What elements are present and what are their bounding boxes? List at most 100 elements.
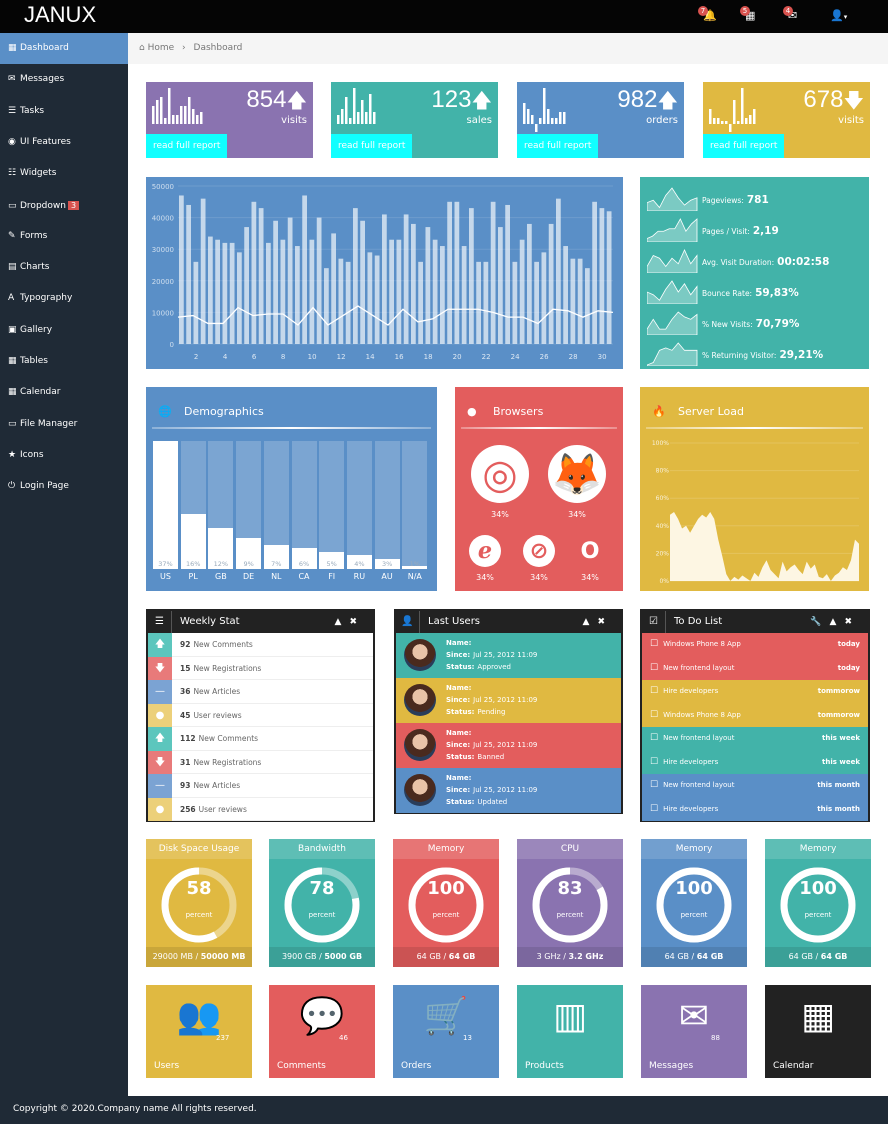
mini-bar <box>373 112 376 124</box>
todo-checkbox[interactable]: ☐ <box>650 780 659 790</box>
user-status: Status: Pending <box>446 706 537 718</box>
close-icon[interactable]: ✖ <box>349 617 365 627</box>
metrics-panel: Pageviews: 781 Pages / Visit: 2,19 Avg. Visi… <box>640 177 869 369</box>
tile-messages[interactable]: ✉ 88 Messages <box>641 985 747 1078</box>
user-row[interactable]: Name: Since: Jul 25, 2012 11:09 Status: Appr… <box>396 633 621 678</box>
mini-bar <box>168 88 171 124</box>
notification-badge: 7 <box>698 6 708 16</box>
todo-checkbox[interactable]: ☐ <box>650 686 659 696</box>
tile-label: Users <box>154 1061 180 1071</box>
todo-checkbox[interactable]: ☐ <box>650 756 659 767</box>
read-full-report-link[interactable]: read full report <box>703 134 785 158</box>
metric-value: 59,83% <box>755 287 799 299</box>
user-menu[interactable]: 👤▾ <box>830 9 848 22</box>
x-tick-label: 20 <box>453 353 462 361</box>
user-row[interactable]: Name: Since: Jul 25, 2012 11:09 Status: Pend… <box>396 678 621 723</box>
mini-bar <box>188 97 191 124</box>
gauge-total: 64 GB <box>696 952 724 961</box>
sidebar-item-dashboard[interactable]: ▦ Dashboard <box>0 33 128 64</box>
breadcrumb-home[interactable]: Home <box>147 43 175 53</box>
tasks-icon[interactable]: ▦ 5 <box>740 6 755 22</box>
tile-orders[interactable]: 🛒 13 Orders <box>393 985 499 1078</box>
stat-icon: — <box>148 680 172 704</box>
metric-label: Bounce Rate: <box>702 289 753 298</box>
stat-text: 92 New Comments <box>180 633 253 657</box>
todo-checkbox[interactable]: ☐ <box>650 733 659 743</box>
close-icon[interactable]: ✖ <box>844 617 860 627</box>
sidebar-item-typography[interactable]: A Typography <box>0 283 128 314</box>
tile-count: 13 <box>463 1034 472 1042</box>
user-row[interactable]: Name: Since: Jul 25, 2012 11:09 Status: Upda… <box>396 768 621 813</box>
copyright: Copyright © 2020.Company name All rights… <box>13 1104 257 1114</box>
bar <box>193 261 199 344</box>
tasks-badge: 5 <box>740 6 750 16</box>
sidebar-item-label: Icons <box>20 449 44 460</box>
stat-name: New Comments <box>198 734 259 743</box>
last-users-widget: 👤 Last Users ▲✖ Name: Since: Jul 25, 2012 11… <box>394 609 623 814</box>
todo-checkbox[interactable]: ☐ <box>650 709 659 720</box>
collapse-icon[interactable]: ▲ <box>829 617 845 627</box>
demographic-fill <box>374 558 400 569</box>
read-full-report-link[interactable]: read full report <box>331 134 413 158</box>
wrench-icon[interactable]: 🔧 <box>810 617 830 627</box>
sidebar-item-tables[interactable]: ▦ Tables <box>0 346 128 377</box>
stat-value: 678🡇 <box>803 86 864 120</box>
gauge-used: 3 GHz <box>536 952 561 961</box>
stat-text: 31 New Registrations <box>180 751 261 775</box>
messages-badge: 4 <box>783 6 793 16</box>
gauge-used: 64 GB <box>664 952 690 961</box>
read-full-report-link[interactable]: read full report <box>146 134 228 158</box>
sidebar-item-file-manager[interactable]: ▭ File Manager <box>0 409 128 440</box>
sidebar-item-widgets[interactable]: ☷ Widgets <box>0 158 128 189</box>
sidebar-item-messages[interactable]: ✉ Messages <box>0 64 128 95</box>
y-tick-label: 20% <box>656 550 670 557</box>
sidebar-item-icons[interactable]: ★ Icons <box>0 440 128 471</box>
sidebar-item-login-page[interactable]: ⏻ Login Page <box>0 471 128 502</box>
todo-checkbox[interactable]: ☐ <box>650 662 659 673</box>
tile-count: 88 <box>711 1034 720 1042</box>
read-full-report-link[interactable]: read full report <box>517 134 599 158</box>
todo-due: today <box>837 640 860 648</box>
user-row[interactable]: Name: Since: Jul 25, 2012 11:09 Status: Bann… <box>396 723 621 768</box>
todo-checkbox[interactable]: ☐ <box>650 639 659 649</box>
todo-checkbox[interactable]: ☐ <box>650 803 659 814</box>
user-status: Status: Banned <box>446 751 537 763</box>
sidebar-item-gallery[interactable]: ▣ Gallery <box>0 315 128 346</box>
demographic-pct: 9% <box>243 560 254 568</box>
field-value: Jul 25, 2012 11:09 <box>473 651 538 659</box>
sidebar-item-ui-features[interactable]: ◉ UI Features <box>0 127 128 158</box>
sidebar-item-dropdown[interactable]: ▭ Dropdown 3 <box>0 190 128 221</box>
tile-calendar[interactable]: ▦ Calendar <box>765 985 871 1078</box>
tile-users[interactable]: 👥 237 Users <box>146 985 252 1078</box>
sidebar-item-calendar[interactable]: ▦ Calendar <box>0 377 128 408</box>
bar <box>585 268 590 344</box>
sidebar-item-tasks[interactable]: ☰ Tasks <box>0 96 128 127</box>
browser-pct: 34% <box>530 573 548 582</box>
close-icon[interactable]: ✖ <box>597 617 613 627</box>
sidebar-icon: ▦ <box>8 356 17 366</box>
todo-item: ☐ Windows Phone 8 App tommorow <box>642 703 868 727</box>
metric-label: % Returning Visitor: <box>702 351 777 360</box>
globe-icon: 🌐 <box>158 405 172 418</box>
demographic-fill <box>180 513 206 569</box>
weekly-stat-row: ● 45 User reviews <box>148 703 373 727</box>
collapse-icon[interactable]: ▲ <box>582 617 598 627</box>
sidebar-item-charts[interactable]: ▤ Charts <box>0 252 128 283</box>
collapse-icon[interactable]: ▲ <box>334 617 350 627</box>
tile-products[interactable]: ▥ Products <box>517 985 623 1078</box>
messages-icon[interactable]: ✉ 4 <box>783 6 797 22</box>
tile-label: Products <box>525 1061 564 1071</box>
notifications-bell-icon[interactable]: 🔔 7 <box>698 6 717 22</box>
mini-bar <box>184 106 187 124</box>
logo[interactable]: JANUX <box>24 2 97 27</box>
sidebar-item-forms[interactable]: ✎ Forms <box>0 221 128 252</box>
info-icon: ● <box>467 405 477 418</box>
stat-name: New Registrations <box>193 663 262 673</box>
gauge-total: 5000 GB <box>324 952 363 961</box>
bar <box>483 261 489 344</box>
user-since: Since: Jul 25, 2012 11:09 <box>446 784 537 796</box>
messages-icon: ✉ <box>678 996 710 1037</box>
gauge-unit: percent <box>804 911 832 919</box>
mini-bar <box>547 109 550 124</box>
tile-comments[interactable]: 💬 46 Comments <box>269 985 375 1078</box>
